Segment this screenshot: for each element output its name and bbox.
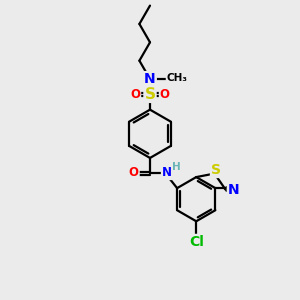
Text: Cl: Cl <box>189 235 204 249</box>
Text: H: H <box>172 162 181 172</box>
Text: N: N <box>228 183 239 196</box>
Text: CH₃: CH₃ <box>167 73 188 82</box>
Text: N: N <box>162 166 172 179</box>
Text: N: N <box>144 72 156 86</box>
Text: O: O <box>129 166 139 179</box>
Text: S: S <box>211 163 221 177</box>
Text: O: O <box>160 88 170 101</box>
Text: S: S <box>145 87 155 102</box>
Text: O: O <box>130 88 140 101</box>
